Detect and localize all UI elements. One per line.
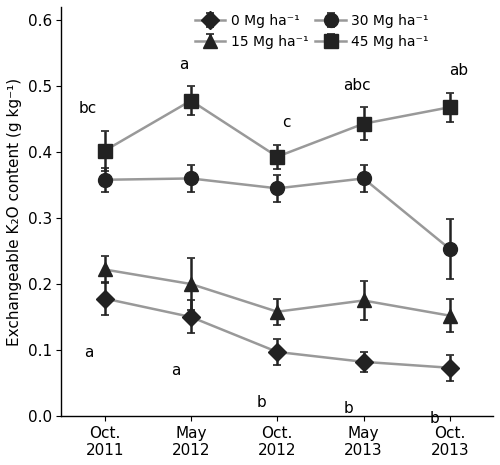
Text: b: b: [343, 401, 353, 417]
Text: a: a: [170, 363, 180, 378]
Text: abc: abc: [343, 78, 370, 93]
Text: a: a: [180, 57, 188, 72]
Legend: 0 Mg ha⁻¹, 15 Mg ha⁻¹, 30 Mg ha⁻¹, 45 Mg ha⁻¹: 0 Mg ha⁻¹, 15 Mg ha⁻¹, 30 Mg ha⁻¹, 45 Mg…: [189, 8, 434, 54]
Y-axis label: Exchangeable K₂O content (g kg⁻¹): Exchangeable K₂O content (g kg⁻¹): [7, 77, 22, 345]
Text: bc: bc: [78, 101, 96, 116]
Text: b: b: [257, 395, 266, 410]
Text: b: b: [430, 411, 439, 425]
Text: ab: ab: [449, 63, 468, 78]
Text: a: a: [84, 345, 94, 360]
Text: c: c: [282, 115, 290, 130]
